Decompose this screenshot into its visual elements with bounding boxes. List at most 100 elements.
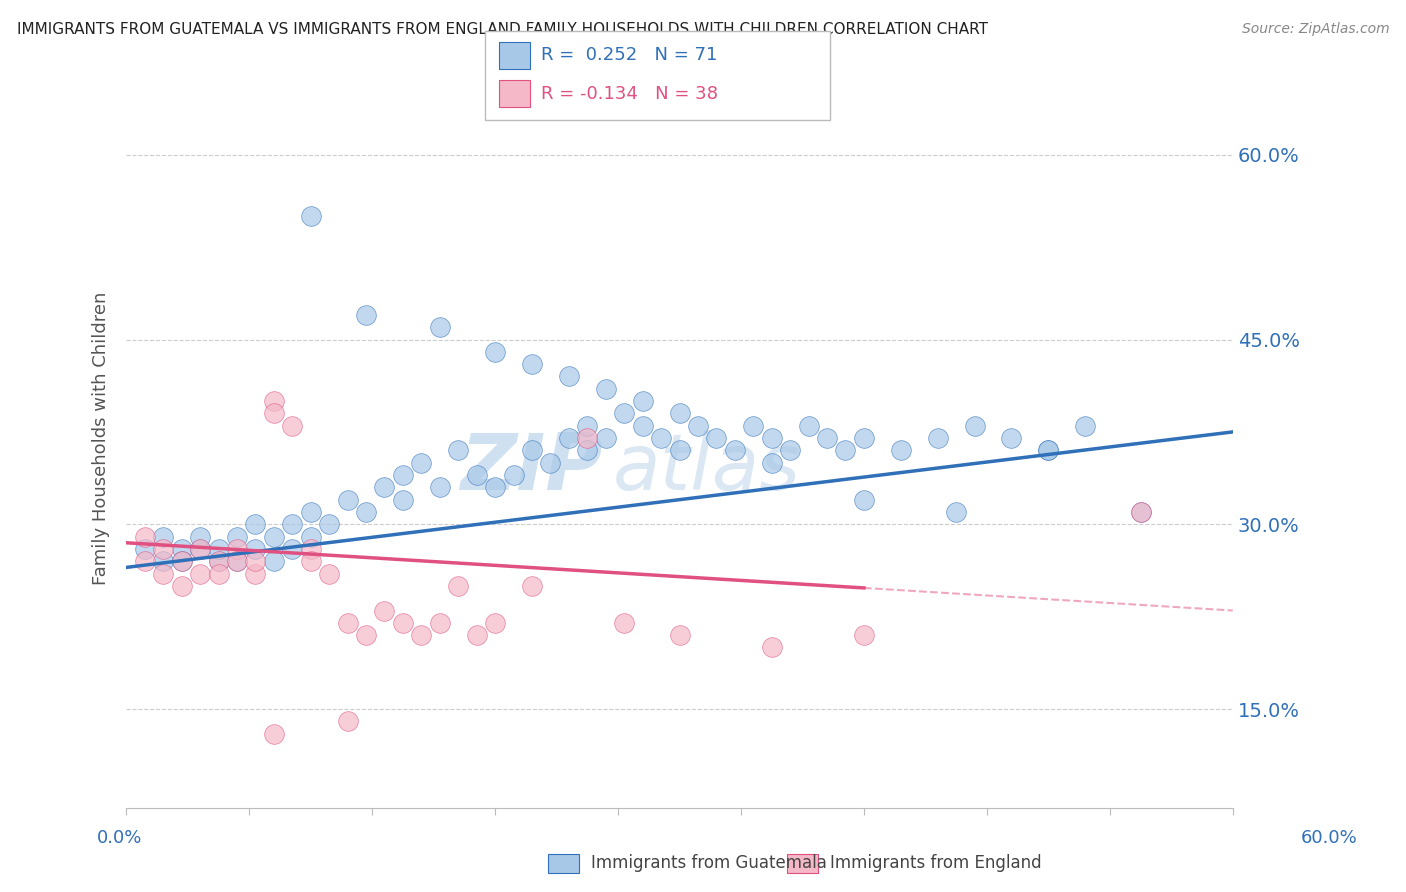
Point: [263, 394, 285, 409]
Point: [945, 505, 967, 519]
Point: [392, 468, 415, 483]
Point: [1129, 505, 1152, 519]
Point: [668, 628, 690, 642]
Point: [520, 579, 543, 593]
Point: [484, 344, 506, 359]
Point: [558, 431, 581, 445]
Point: [188, 541, 211, 556]
Point: [411, 628, 433, 642]
Point: [207, 541, 229, 556]
Text: IMMIGRANTS FROM GUATEMALA VS IMMIGRANTS FROM ENGLAND FAMILY HOUSEHOLDS WITH CHIL: IMMIGRANTS FROM GUATEMALA VS IMMIGRANTS …: [17, 22, 988, 37]
Point: [336, 615, 359, 630]
Point: [595, 431, 617, 445]
Text: ZIP: ZIP: [460, 430, 602, 506]
Point: [1000, 431, 1022, 445]
Point: [336, 492, 359, 507]
Point: [152, 566, 174, 581]
Point: [245, 566, 267, 581]
Point: [520, 357, 543, 371]
Point: [299, 541, 322, 556]
Point: [852, 628, 875, 642]
Point: [576, 418, 599, 433]
Point: [484, 615, 506, 630]
Point: [281, 541, 304, 556]
Text: R = -0.134   N = 38: R = -0.134 N = 38: [541, 85, 718, 103]
Text: 0.0%: 0.0%: [97, 829, 142, 847]
Point: [245, 554, 267, 568]
Point: [226, 554, 249, 568]
Point: [447, 579, 470, 593]
Point: [465, 628, 488, 642]
Point: [245, 517, 267, 532]
Point: [134, 554, 156, 568]
Point: [373, 603, 395, 617]
Point: [299, 210, 322, 224]
Point: [429, 480, 451, 494]
Point: [538, 456, 561, 470]
Point: [576, 431, 599, 445]
Point: [170, 541, 193, 556]
Point: [761, 456, 783, 470]
Point: [299, 554, 322, 568]
Point: [170, 554, 193, 568]
Point: [152, 541, 174, 556]
Point: [207, 554, 229, 568]
Point: [890, 443, 912, 458]
Point: [318, 517, 340, 532]
Point: [686, 418, 709, 433]
Text: Source: ZipAtlas.com: Source: ZipAtlas.com: [1241, 22, 1389, 37]
Point: [392, 615, 415, 630]
Point: [797, 418, 820, 433]
Point: [963, 418, 986, 433]
Point: [761, 431, 783, 445]
Point: [170, 554, 193, 568]
Point: [520, 443, 543, 458]
Point: [613, 406, 636, 420]
Point: [815, 431, 838, 445]
Point: [834, 443, 856, 458]
Point: [613, 615, 636, 630]
Point: [281, 517, 304, 532]
Point: [1074, 418, 1097, 433]
Point: [429, 320, 451, 334]
Point: [724, 443, 747, 458]
Point: [779, 443, 801, 458]
Point: [852, 431, 875, 445]
Point: [392, 492, 415, 507]
Point: [263, 406, 285, 420]
Point: [668, 443, 690, 458]
Point: [134, 530, 156, 544]
Point: [742, 418, 765, 433]
Point: [354, 308, 377, 322]
Point: [761, 640, 783, 655]
Point: [429, 615, 451, 630]
Point: [502, 468, 524, 483]
Point: [188, 566, 211, 581]
Point: [411, 456, 433, 470]
Text: Immigrants from England: Immigrants from England: [830, 855, 1042, 872]
Text: atlas: atlas: [613, 430, 801, 506]
Point: [631, 418, 654, 433]
Point: [631, 394, 654, 409]
Point: [1129, 505, 1152, 519]
Point: [668, 406, 690, 420]
Point: [650, 431, 672, 445]
Point: [245, 541, 267, 556]
Point: [281, 418, 304, 433]
Point: [336, 714, 359, 729]
Point: [152, 554, 174, 568]
Point: [484, 480, 506, 494]
Text: Immigrants from Guatemala: Immigrants from Guatemala: [591, 855, 827, 872]
Point: [465, 468, 488, 483]
Point: [226, 530, 249, 544]
Point: [706, 431, 728, 445]
Point: [447, 443, 470, 458]
Point: [576, 443, 599, 458]
Point: [263, 530, 285, 544]
Text: 60.0%: 60.0%: [1301, 829, 1357, 847]
Point: [595, 382, 617, 396]
Point: [318, 566, 340, 581]
Point: [188, 530, 211, 544]
Point: [354, 628, 377, 642]
Point: [263, 554, 285, 568]
